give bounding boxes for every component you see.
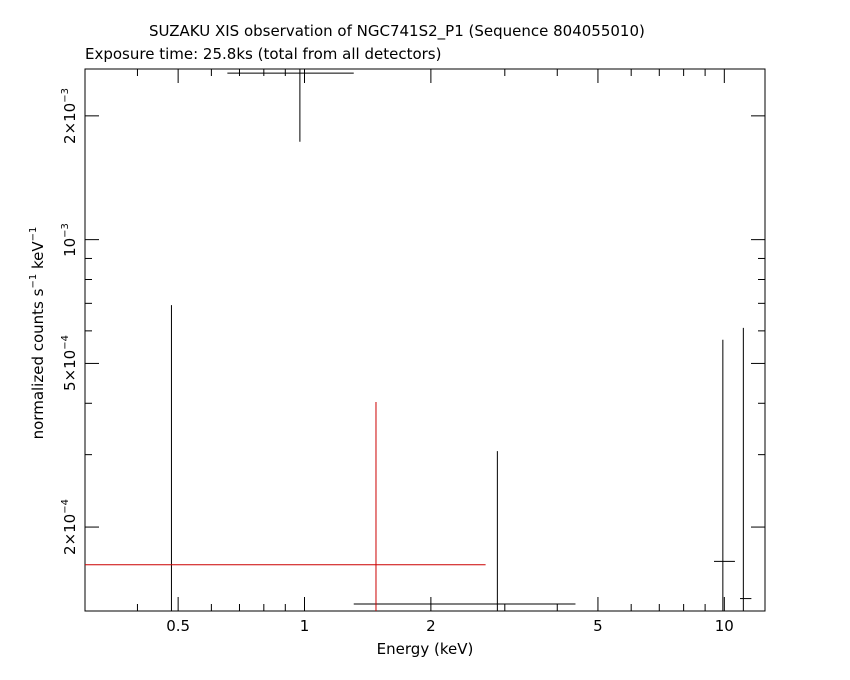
data-point bbox=[353, 451, 576, 611]
plot-axes bbox=[84, 68, 766, 612]
data-point bbox=[227, 69, 354, 142]
data-points bbox=[85, 69, 752, 611]
x-tick-label: 5 bbox=[593, 617, 603, 635]
chart-subtitle: Exposure time: 25.8ks (total from all de… bbox=[85, 45, 442, 63]
y-tick-label: 10−3 bbox=[60, 222, 79, 257]
x-axis-label: Energy (keV) bbox=[376, 640, 474, 658]
data-point bbox=[740, 327, 752, 611]
y-tick-label: 2×10−4 bbox=[60, 499, 79, 556]
chart-title: SUZAKU XIS observation of NGC741S2_P1 (S… bbox=[149, 22, 645, 40]
plot-frame bbox=[84, 68, 766, 612]
x-tick-label: 1 bbox=[299, 617, 310, 635]
x-tick-label: 2 bbox=[426, 617, 436, 635]
x-tick-label: 10 bbox=[714, 617, 734, 635]
y-tick-label: 5×10−4 bbox=[60, 335, 79, 392]
y-axis-label: normalized counts s−1 keV−1 bbox=[28, 226, 47, 440]
data-point bbox=[714, 339, 735, 611]
x-tick-label: 0.5 bbox=[166, 617, 191, 635]
y-tick-label: 2×10−3 bbox=[60, 87, 79, 144]
data-point bbox=[85, 401, 486, 611]
